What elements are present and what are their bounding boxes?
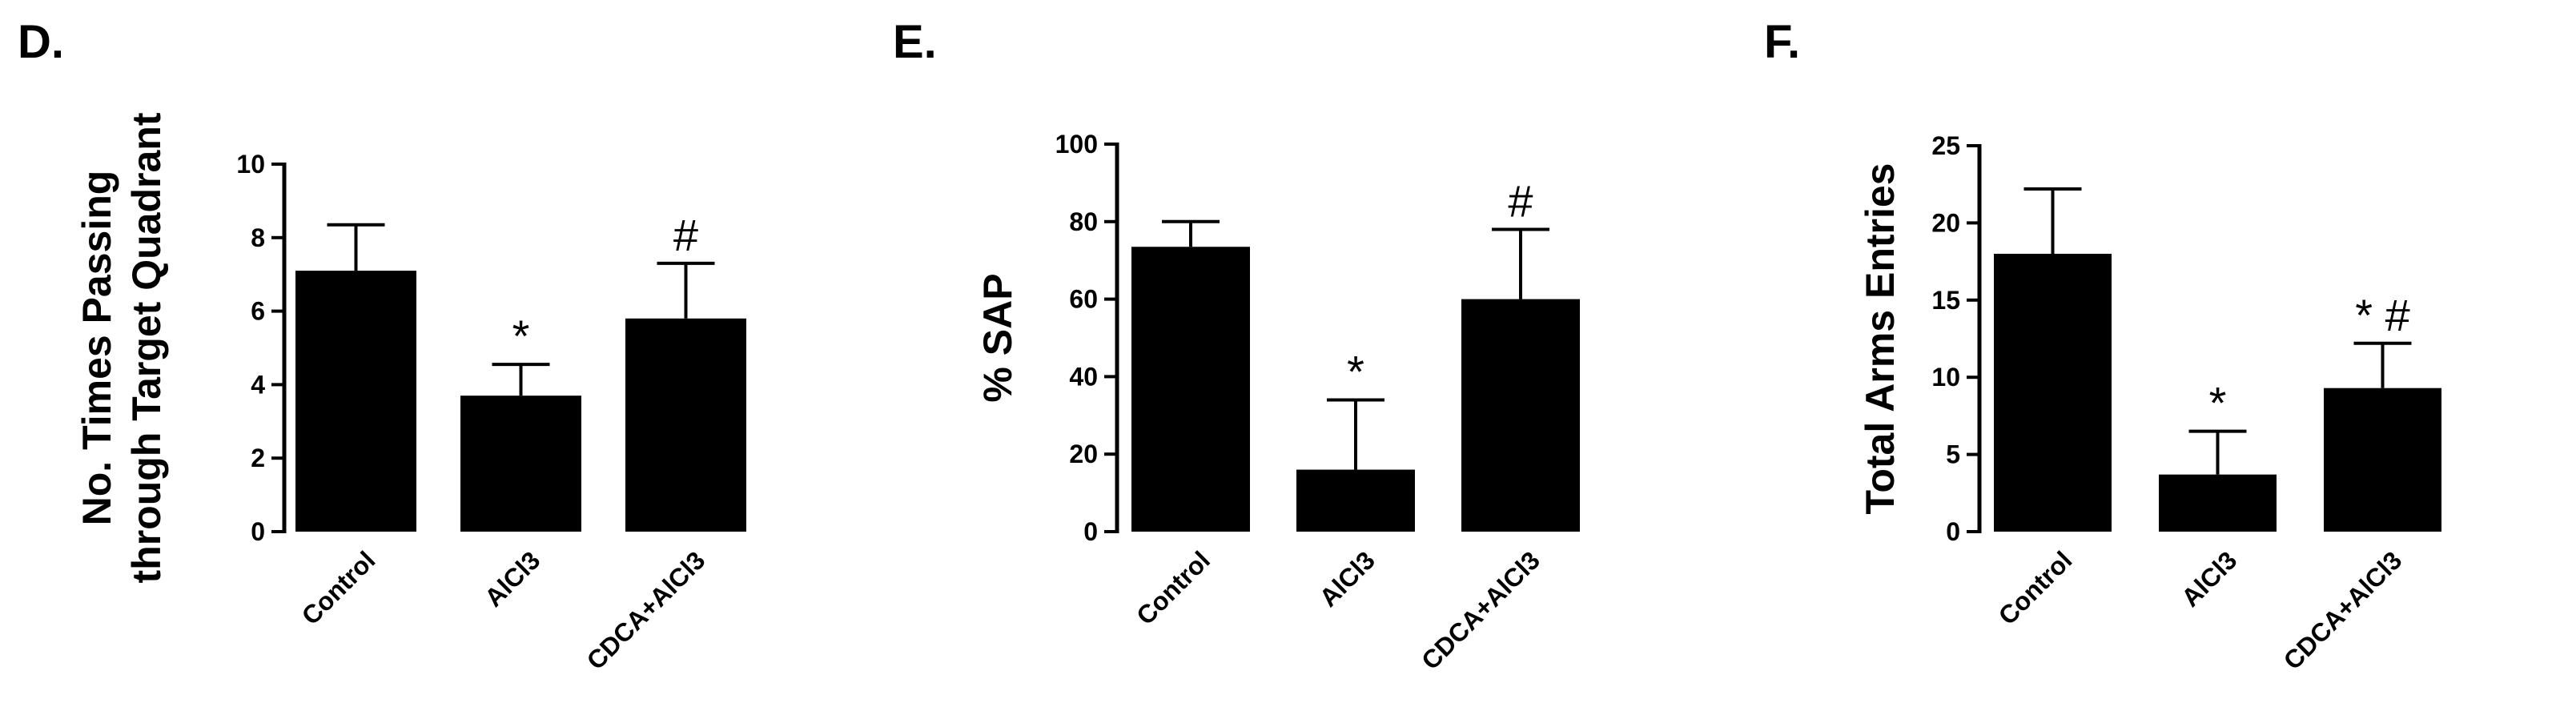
x-tick-label: Control [296, 545, 381, 630]
significance-mark: * [1347, 346, 1364, 396]
significance-mark: * # [2355, 290, 2410, 340]
chart-panel-1: D. No. Times Passing through Target Quadra… [18, 16, 746, 675]
y-tick-label: 20 [1931, 208, 1960, 237]
y-tick-label: 0 [1946, 517, 1960, 546]
panel-label: D. [18, 16, 64, 68]
significance-mark: * [512, 311, 530, 361]
x-tick-label: AlCl3 [1314, 545, 1380, 612]
x-tick-label: CDCA+AlCl3 [581, 545, 711, 675]
y-tick-label: 6 [251, 297, 265, 326]
x-tick-label: AlCl3 [479, 545, 545, 612]
bar [460, 396, 581, 532]
panel-label: E. [893, 16, 937, 68]
chart-panel-2: E. % SAP 0 20 40 60 80 100 Control * AlCl3 # CDCA+Al… [893, 16, 1580, 675]
x-tick-label: Control [1131, 545, 1216, 630]
significance-mark: * [2209, 378, 2227, 428]
y-tick-label: 5 [1946, 440, 1960, 469]
bar [1461, 299, 1580, 532]
y-tick-label: 4 [251, 370, 265, 399]
bar [295, 271, 416, 532]
y-tick-label: 60 [1069, 285, 1098, 314]
y-tick-label: 100 [1055, 130, 1098, 159]
x-tick-label: Control [1993, 545, 2078, 630]
x-tick-label: CDCA+AlCl3 [1416, 545, 1545, 675]
y-axis-label: No. Times Passing [74, 171, 119, 526]
bar [2159, 474, 2277, 532]
bar [1296, 469, 1415, 532]
y-axis-label: Total Arms Entries [1858, 163, 1903, 515]
y-tick-label: 15 [1931, 286, 1960, 315]
y-tick-label: 10 [236, 150, 265, 179]
y-tick-label: 0 [1083, 517, 1098, 546]
x-tick-label: CDCA+AlCl3 [2278, 545, 2408, 675]
y-tick-label: 20 [1069, 440, 1098, 468]
significance-mark: # [673, 210, 698, 260]
y-tick-label: 25 [1931, 131, 1960, 160]
panel-label: F. [1764, 16, 1800, 68]
x-tick-label: AlCl3 [2176, 545, 2242, 612]
bar [2324, 388, 2441, 532]
bar [625, 318, 746, 532]
bar [1131, 247, 1250, 532]
y-tick-label: 2 [251, 444, 265, 472]
y-tick-label: 8 [251, 223, 265, 252]
y-tick-label: 10 [1931, 363, 1960, 392]
bar [1994, 253, 2112, 532]
chart-panel-3: F. Total Arms Entries 0 5 10 15 20 25 Control * Al… [1764, 16, 2441, 675]
y-axis-label: through Target Quadrant [124, 112, 169, 583]
y-tick-label: 40 [1069, 362, 1098, 391]
significance-mark: # [1508, 175, 1533, 226]
y-tick-label: 0 [251, 517, 265, 546]
y-axis-label: % SAP [975, 273, 1020, 402]
y-tick-label: 80 [1069, 207, 1098, 236]
